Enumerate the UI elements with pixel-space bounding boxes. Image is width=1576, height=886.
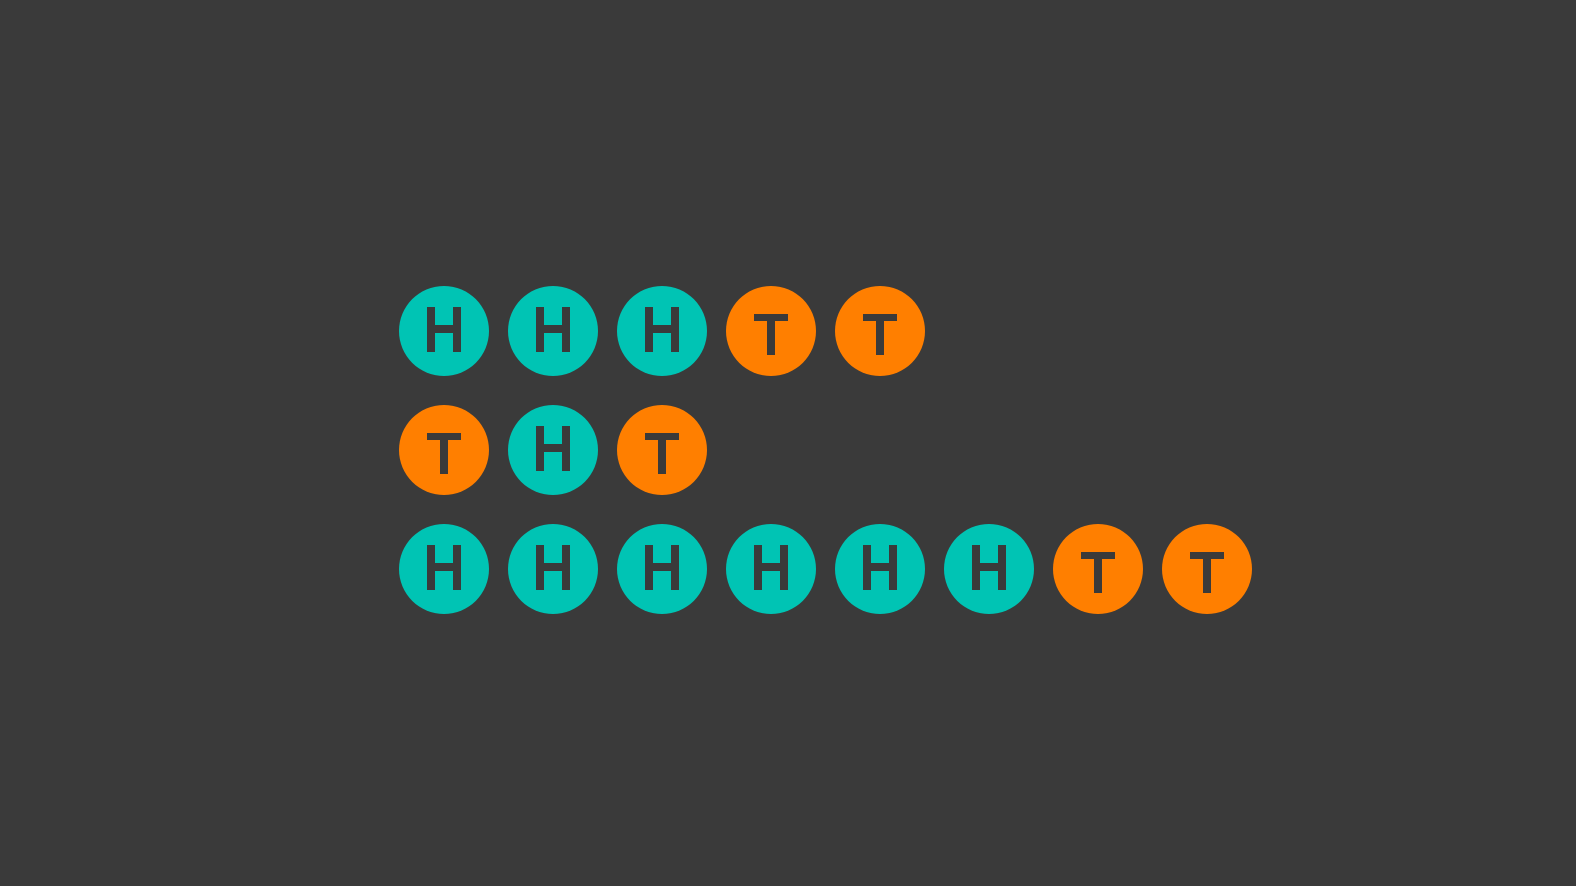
tails-coin — [726, 286, 816, 376]
heads-coin — [944, 524, 1034, 614]
heads-coin — [399, 286, 489, 376]
tails-glyph — [645, 433, 679, 474]
heads-coin — [726, 524, 816, 614]
tails-coin — [617, 405, 707, 495]
tails-coin — [399, 405, 489, 495]
tails-coin — [1053, 524, 1143, 614]
tails-coin — [835, 286, 925, 376]
tails-glyph — [754, 314, 788, 355]
heads-glyph — [536, 307, 570, 352]
tails-glyph — [863, 314, 897, 355]
heads-coin — [617, 524, 707, 614]
heads-glyph — [863, 545, 897, 590]
heads-coin — [508, 286, 598, 376]
heads-glyph — [427, 545, 461, 590]
heads-glyph — [645, 545, 679, 590]
heads-coin — [399, 524, 489, 614]
heads-coin — [617, 286, 707, 376]
tails-glyph — [1190, 552, 1224, 593]
heads-glyph — [536, 545, 570, 590]
heads-glyph — [536, 426, 570, 471]
coin-row-2 — [399, 405, 726, 495]
heads-glyph — [972, 545, 1006, 590]
coin-row-3 — [399, 524, 1271, 614]
heads-coin — [508, 405, 598, 495]
heads-glyph — [427, 307, 461, 352]
heads-glyph — [754, 545, 788, 590]
heads-glyph — [645, 307, 679, 352]
tails-coin — [1162, 524, 1252, 614]
coin-row-1 — [399, 286, 944, 376]
tails-glyph — [427, 433, 461, 474]
tails-glyph — [1081, 552, 1115, 593]
heads-coin — [835, 524, 925, 614]
heads-coin — [508, 524, 598, 614]
